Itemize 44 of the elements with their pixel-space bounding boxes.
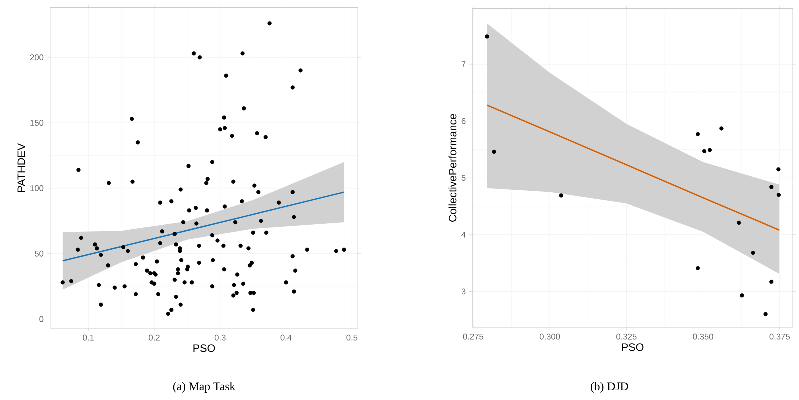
point [559, 193, 564, 198]
x-tick-label: 0.300 [540, 334, 560, 340]
point [485, 34, 490, 39]
point [702, 149, 707, 154]
text: (a) Map Task [173, 382, 236, 393]
y-tick-label: 4 [462, 232, 466, 238]
y-tick-label: 0 [40, 316, 44, 322]
x-tick-label: 0.3 [214, 334, 226, 341]
y-tick-label: 5 [462, 174, 466, 181]
point [708, 148, 712, 152]
y-tick-label: 200 [30, 54, 44, 60]
x-tick-label: 0.325 [616, 334, 637, 340]
x-tick-label: 0.375 [770, 334, 790, 340]
point [492, 150, 496, 154]
y-tick-label: 3 [462, 288, 466, 294]
line-series [62, 191, 345, 262]
point [740, 293, 744, 298]
y-tick-label: 150 [30, 120, 44, 126]
point [776, 192, 782, 197]
x-axis-title: PSO [194, 344, 216, 352]
y-axis-title: CollectivePerformance [448, 114, 457, 222]
x-tick-label: 0.275 [463, 334, 484, 340]
point [751, 250, 756, 255]
text: (b) DJD [590, 382, 628, 393]
y-tick-label: 6 [462, 118, 466, 124]
x-tick-label: 0.1 [83, 334, 94, 341]
point [696, 266, 700, 270]
x-tick-label: 0.2 [149, 334, 160, 341]
point [770, 184, 774, 190]
point [720, 126, 724, 131]
y-tick-label: 7 [462, 61, 466, 68]
point [737, 220, 742, 225]
point [696, 132, 700, 136]
y-axis-title: PATHDEV [18, 143, 26, 192]
y-tick-label: 50 [35, 250, 44, 257]
point [770, 280, 774, 284]
x-tick-label: 0.4 [280, 334, 292, 341]
line-series [486, 104, 780, 231]
x-axis-title: PSO [622, 343, 644, 352]
point [776, 167, 781, 172]
y-tick-label: 100 [30, 185, 44, 192]
point [764, 312, 768, 316]
x-tick-label: 0.350 [693, 334, 714, 340]
x-tick-label: 0.5 [346, 334, 358, 341]
